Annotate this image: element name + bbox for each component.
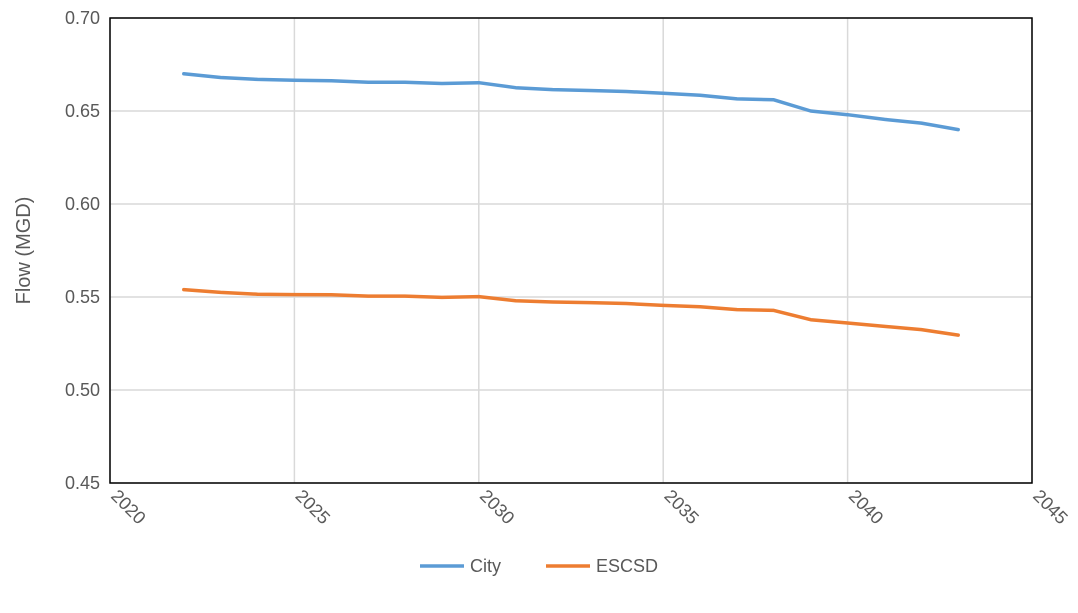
y-tick-label: 0.55 — [65, 287, 100, 307]
series-lines — [182, 72, 960, 337]
x-tick-label: 2025 — [292, 486, 334, 528]
legend: City ESCSD — [420, 556, 658, 576]
y-axis-title: Flow (MGD) — [13, 197, 35, 305]
x-tick-label: 2035 — [660, 486, 702, 528]
y-axis-tick-labels: 0.45 0.50 0.55 0.60 0.65 0.70 — [65, 8, 100, 493]
plot-area-border — [109, 17, 1033, 484]
y-tick-label: 0.65 — [65, 101, 100, 121]
y-tick-label: 0.50 — [65, 380, 100, 400]
y-tick-label: 0.70 — [65, 8, 100, 28]
x-tick-label: 2040 — [845, 486, 887, 528]
x-tick-label: 2045 — [1029, 486, 1071, 528]
legend-label-city: City — [470, 556, 501, 576]
x-axis-tick-labels: 2020 2025 2030 2035 2040 2045 — [107, 486, 1071, 528]
legend-label-escsd: ESCSD — [596, 556, 658, 576]
series-line-city — [182, 72, 960, 132]
x-tick-label: 2020 — [107, 486, 149, 528]
y-tick-label: 0.60 — [65, 194, 100, 214]
y-tick-label: 0.45 — [65, 473, 100, 493]
series-line-escsd — [182, 287, 960, 337]
x-tick-label: 2030 — [476, 486, 518, 528]
gridlines — [109, 17, 1033, 484]
